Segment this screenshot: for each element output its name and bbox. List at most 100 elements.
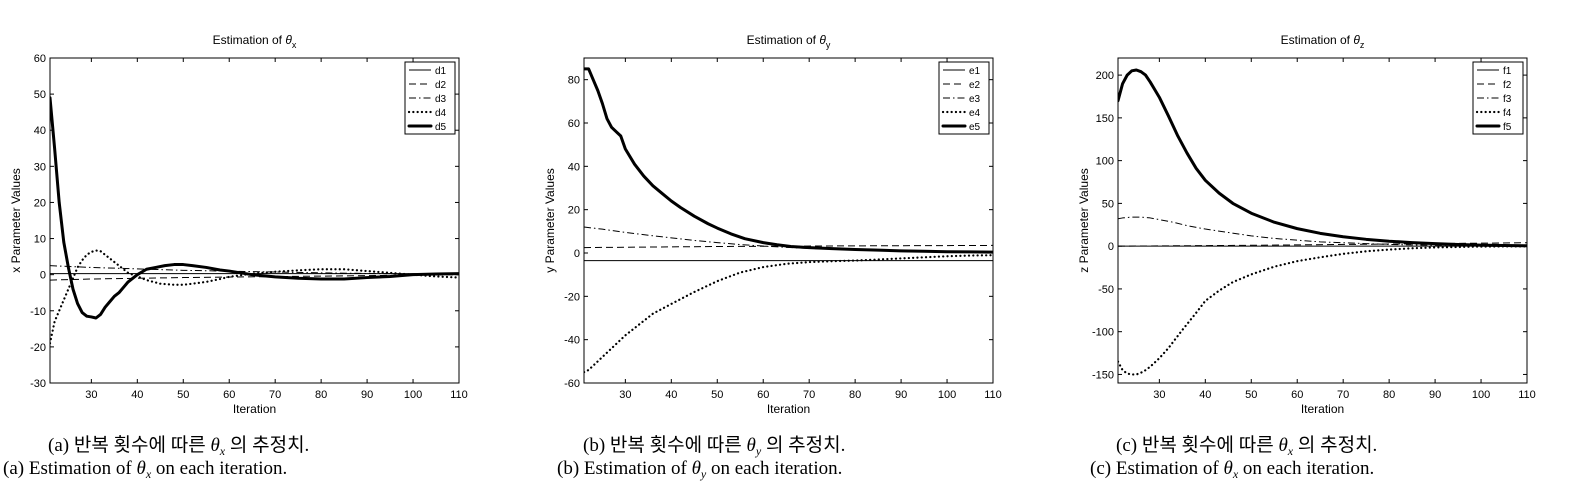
series-line-f2 <box>1118 242 1527 247</box>
legend: d1 d2 d3 d4 d5 <box>404 61 456 135</box>
theta-subscript: y <box>700 467 707 481</box>
legend: e1 e2 e3 e4 e5 <box>938 61 990 135</box>
title-text: Estimation of <box>1281 33 1354 47</box>
chart-title: Estimation of θy <box>747 33 831 50</box>
series-line-f4 <box>1118 245 1527 376</box>
legend-label-d2: d2 <box>435 80 447 91</box>
series-line-e3 <box>584 226 993 253</box>
theta-symbol: θ <box>691 458 701 479</box>
caption-text: on each iteration. <box>151 458 288 479</box>
y-tick-label: -20 <box>564 291 580 303</box>
caption-text: (c) Estimation of <box>1090 458 1224 479</box>
x-tick-label: 100 <box>404 389 422 401</box>
y-tick-label: 0 <box>40 270 46 282</box>
y-tick-label: -50 <box>1098 284 1114 296</box>
title-subscript: y <box>826 40 831 50</box>
plot-frame <box>583 57 994 384</box>
x-tick-label: 80 <box>849 389 861 401</box>
x-tick-label: 110 <box>984 389 1002 401</box>
title-text: Estimation of <box>213 33 286 47</box>
legend: f1 f2 f3 f4 f5 <box>1472 61 1524 135</box>
y-tick-label: 10 <box>34 234 46 246</box>
x-tick-label: 90 <box>895 389 907 401</box>
x-tick-label: 60 <box>223 389 235 401</box>
caption-a-korean: (a) 반복 횟수에 따른 θx 의 추정치. <box>48 430 309 459</box>
y-tick-label: -150 <box>1092 369 1114 381</box>
y-tick-label: 200 <box>1096 70 1114 82</box>
chart-panel-3: 30 40 50 60 70 80 90 100 110 -150 -100 -50 0 50 100 150… <box>1077 33 1536 416</box>
legend-label-f5: f5 <box>1503 122 1512 133</box>
x-tick-label: 70 <box>269 389 281 401</box>
legend-label-e5: e5 <box>969 122 981 133</box>
x-tick-label: 60 <box>1291 389 1303 401</box>
x-axis-label: Iteration <box>1301 402 1344 416</box>
x-tick-label: 90 <box>1429 389 1441 401</box>
caption-text: (a) 반복 횟수에 따른 <box>48 435 211 456</box>
legend-label-d5: d5 <box>435 122 447 133</box>
x-tick-label: 90 <box>361 389 373 401</box>
y-tick-label: -10 <box>30 306 46 318</box>
y-tick-label: -100 <box>1092 327 1114 339</box>
y-tick-label: 80 <box>568 75 580 87</box>
caption-text: 의 추정치. <box>225 435 310 456</box>
caption-text: (c) 반복 횟수에 따른 <box>1116 435 1279 456</box>
legend-label-e4: e4 <box>969 108 981 119</box>
y-axis-label: y Parameter Values <box>543 168 557 273</box>
series-line-f3 <box>1118 216 1527 247</box>
chart-title: Estimation of θx <box>213 33 297 50</box>
theta-symbol: θ <box>1278 435 1288 456</box>
caption-text: on each iteration. <box>706 458 843 479</box>
x-tick-label: 40 <box>1199 389 1211 401</box>
title-theta: θ <box>819 33 826 47</box>
plot-frame <box>49 57 460 384</box>
y-tick-label: -60 <box>564 378 580 390</box>
x-tick-label: 30 <box>1153 389 1165 401</box>
y-axis-label: z Parameter Values <box>1077 168 1091 273</box>
legend-label-d4: d4 <box>435 108 447 119</box>
y-tick-label: -30 <box>30 378 46 390</box>
x-tick-label: 100 <box>1472 389 1490 401</box>
caption-text: (a) Estimation of <box>3 458 137 479</box>
series-line-d3 <box>50 265 459 276</box>
y-tick-label: 60 <box>568 118 580 130</box>
x-tick-label: 40 <box>665 389 677 401</box>
y-tick-label: 40 <box>568 161 580 173</box>
x-tick-label: 40 <box>131 389 143 401</box>
theta-subscript: x <box>1287 444 1294 458</box>
y-tick-label: 150 <box>1096 113 1114 125</box>
title-theta: θ <box>285 33 292 47</box>
caption-text: 의 추정치. <box>761 435 846 456</box>
title-subscript: x <box>292 40 297 50</box>
y-tick-label: 50 <box>1102 198 1114 210</box>
theta-subscript: x <box>145 467 152 481</box>
x-tick-label: 50 <box>711 389 723 401</box>
chart-panel-2: 30 40 50 60 70 80 90 100 110 -60 -40 -20 0 20 40 60 80 Es… <box>543 33 1002 416</box>
caption-b-korean: (b) 반복 횟수에 따른 θy 의 추정치. <box>583 430 845 459</box>
caption-c-english: (c) Estimation of θx on each iteration. <box>1090 458 1374 482</box>
series-group <box>584 67 993 374</box>
y-tick-label: 0 <box>574 248 580 260</box>
title-subscript: z <box>1360 40 1365 50</box>
series-group <box>1118 68 1527 376</box>
y-tick-label: 20 <box>568 205 580 217</box>
x-tick-label: 70 <box>803 389 815 401</box>
theta-symbol: θ <box>1223 458 1233 479</box>
legend-label-d3: d3 <box>435 94 447 105</box>
legend-label-e2: e2 <box>969 80 981 91</box>
title-theta: θ <box>1353 33 1360 47</box>
caption-a-english: (a) Estimation of θx on each iteration. <box>3 458 287 482</box>
x-tick-label: 50 <box>177 389 189 401</box>
y-tick-label: 100 <box>1096 156 1114 168</box>
x-tick-label: 30 <box>619 389 631 401</box>
y-tick-label: 20 <box>34 197 46 209</box>
y-tick-label: 50 <box>34 89 46 101</box>
y-tick-label: -40 <box>564 335 580 347</box>
y-tick-label: 0 <box>1108 241 1114 253</box>
y-tick-label: 30 <box>34 161 46 173</box>
chart-title: Estimation of θz <box>1281 33 1365 50</box>
series-line-e5 <box>584 67 993 254</box>
legend-label-e1: e1 <box>969 66 981 77</box>
chart-panel-1: 30 40 50 60 70 80 90 100 110 -30 -20 -10 0 10 20 30 40 50… <box>9 33 468 416</box>
caption-text: (b) 반복 횟수에 따른 <box>583 435 747 456</box>
caption-text: 의 추정치. <box>1293 435 1378 456</box>
